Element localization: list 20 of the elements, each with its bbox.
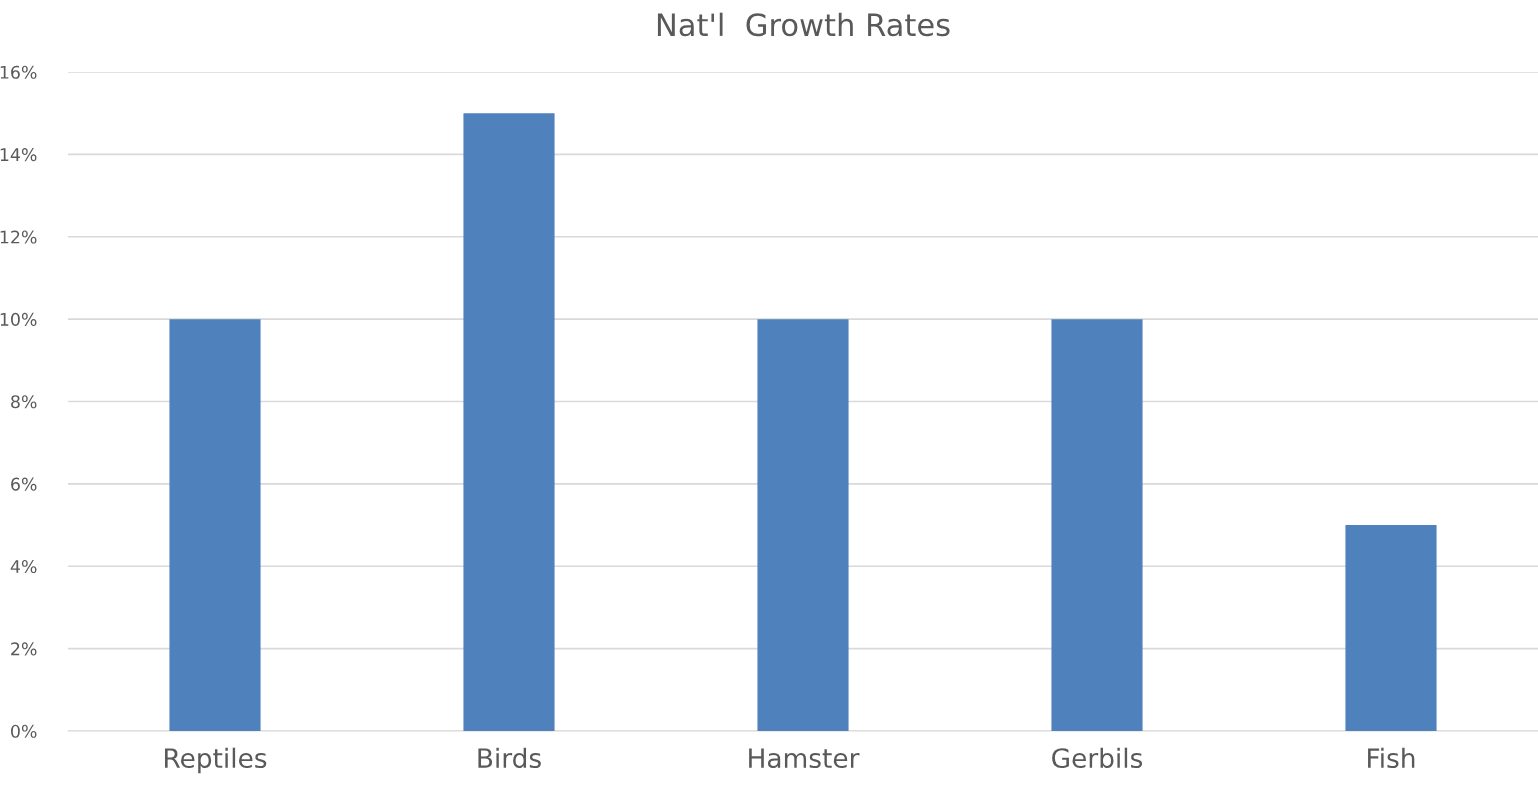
bar [463, 113, 555, 731]
y-tick-label: 14% [0, 148, 37, 162]
bar [1345, 525, 1437, 731]
x-tick-label: Fish [1368, 747, 1415, 769]
bar [757, 319, 849, 731]
y-tick-label: 0% [11, 724, 37, 738]
y-tick-label: 2% [11, 642, 37, 656]
y-tick-label: 10% [0, 312, 37, 326]
y-tick-label: 6% [11, 477, 37, 491]
chart-title: Nat'l Growth Rates [657, 12, 950, 37]
bar [169, 319, 261, 731]
y-tick-label: 4% [10, 559, 37, 574]
bar [1051, 319, 1143, 731]
y-tick-label: 8% [11, 395, 37, 409]
x-tick-label: Reptiles [165, 747, 267, 774]
y-tick-label: 16% [0, 65, 37, 79]
x-tick-label: Hamster [749, 748, 860, 769]
x-tick-label: Birds [478, 747, 541, 769]
x-tick-label: Gerbils [1052, 747, 1143, 769]
y-tick-label: 12% [0, 230, 37, 244]
